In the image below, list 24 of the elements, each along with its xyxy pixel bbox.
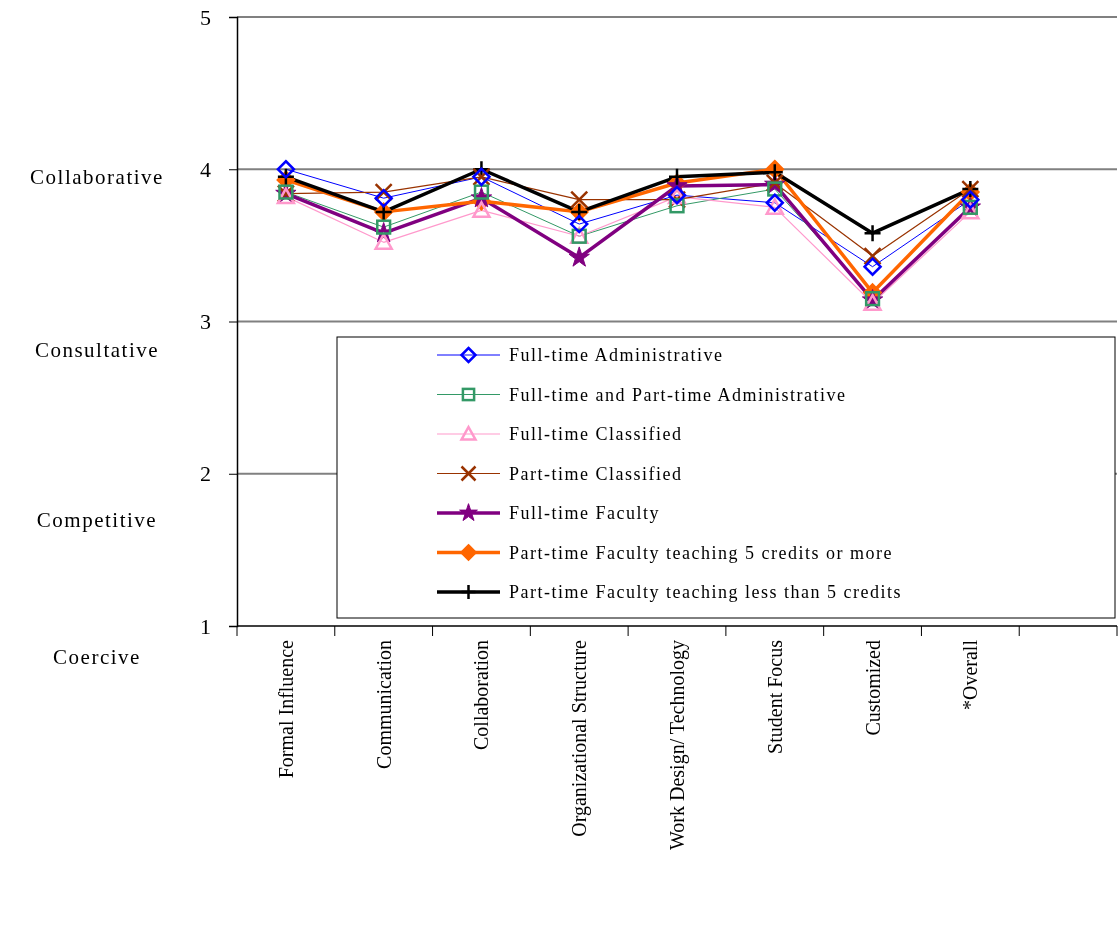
text: Collaborative [30,165,164,190]
text: Consultative [34,337,160,362]
y-tick-label: 4 [200,156,211,182]
text: Coercive [53,645,141,669]
legend-label: Full-time Administrative [509,345,724,365]
legend-label: Part-time Classified [509,463,683,484]
x-tick-label: Customized [861,640,884,736]
legend-label: Full-time Faculty [509,503,660,523]
x-tick-label: Formal Influence [274,639,297,779]
x-tick-label: Work Design/ Technology [666,640,689,850]
legend-label: Part-time Faculty teaching less than 5 credits [509,582,902,602]
text: Competitive [36,507,158,532]
legend-label: Part-time Faculty teaching 5 credits or more [509,542,893,563]
y-tick-label: 1 [200,613,211,639]
legend-label: Full-time and Part-time Administrative [509,384,847,405]
x-tick-label: Communication [372,640,395,769]
x-tick-label: Organizational Structure [568,639,592,837]
y-tick-label: 3 [200,309,211,335]
legend-label: Full-time Classified [509,424,683,444]
x-tick-label: Student Focus [763,639,786,754]
y-tick-label: 5 [200,4,211,30]
y-tick-label: 2 [200,461,211,487]
x-tick-label: *Overall [959,639,982,710]
x-tick-label: Collaboration [470,640,493,750]
